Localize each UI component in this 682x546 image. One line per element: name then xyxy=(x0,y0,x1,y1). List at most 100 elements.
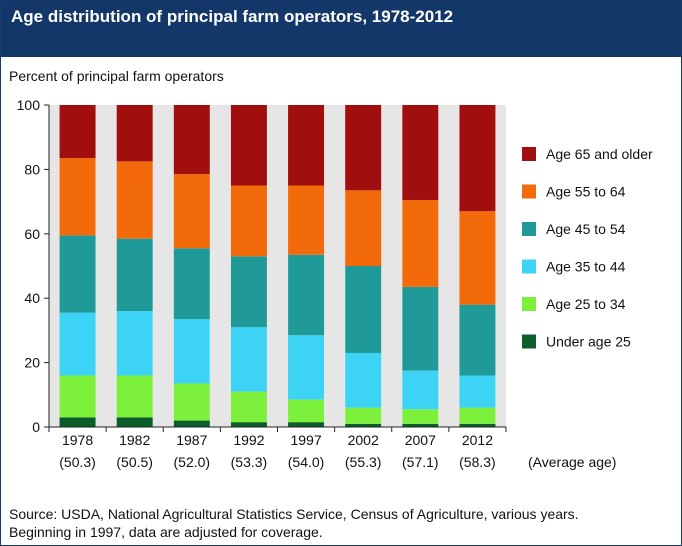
legend-label: Age 25 to 34 xyxy=(546,296,626,312)
bar-segment xyxy=(230,105,267,186)
bar-segment xyxy=(173,248,210,320)
bar-segment xyxy=(459,407,496,424)
legend-item: Age 35 to 44 xyxy=(522,259,626,275)
legend-item: Age 45 to 54 xyxy=(522,221,626,237)
legend-swatch xyxy=(522,297,536,311)
bar-segment xyxy=(459,105,496,212)
legend-label: Age 55 to 64 xyxy=(546,184,626,200)
legend-label: Age 45 to 54 xyxy=(546,221,626,237)
x-tick-label: 2002 xyxy=(348,432,379,448)
x-sublabel: (53.3) xyxy=(231,454,268,470)
bar-segment xyxy=(345,352,382,408)
bar-segment xyxy=(402,370,439,410)
bar-segment xyxy=(59,105,96,159)
bar-segment xyxy=(173,420,210,427)
average-age-note: (Average age) xyxy=(528,454,616,470)
bar-segment xyxy=(402,423,439,427)
y-tick-label: 0 xyxy=(32,419,40,435)
bar-segment xyxy=(459,375,496,408)
legend-swatch xyxy=(522,184,536,199)
bar-segment xyxy=(230,327,267,392)
bar-segment xyxy=(230,422,267,427)
bar-segment xyxy=(173,383,210,421)
bar-segment xyxy=(288,105,325,186)
x-tick-label: 1987 xyxy=(176,432,207,448)
bar-segment xyxy=(59,235,96,313)
bar-segment xyxy=(230,185,267,257)
x-sublabel: (54.0) xyxy=(288,454,325,470)
bar-segment xyxy=(402,105,439,200)
bar-segment xyxy=(288,254,325,336)
legend-label: Age 35 to 44 xyxy=(546,259,626,275)
bar-segment xyxy=(230,256,267,328)
bar-segment xyxy=(345,105,382,191)
bar-segment xyxy=(173,319,210,384)
legend-item: Under age 25 xyxy=(522,334,631,350)
legend-item: Age 65 and older xyxy=(522,146,653,162)
bar-segment xyxy=(288,185,325,255)
legend-item: Age 25 to 34 xyxy=(522,296,626,312)
x-axis: 1978 (50.3) 1982 (50.5) 1987 (52.0) 1992 (53.3)… xyxy=(48,426,616,470)
stacked-bar-chart: Percent of principal farm operators 0 20 4… xyxy=(9,68,653,470)
y-tick-label: 40 xyxy=(24,290,40,306)
x-sublabel: (52.0) xyxy=(174,454,211,470)
bar-segment xyxy=(116,238,153,312)
bar-segment xyxy=(459,211,496,305)
bar-segment xyxy=(402,286,439,371)
bar-segment xyxy=(288,335,325,400)
bar-segment xyxy=(173,105,210,175)
bar-segment xyxy=(402,409,439,424)
y-tick-label: 80 xyxy=(24,161,40,177)
y-tick-label: 20 xyxy=(24,355,40,371)
x-sublabel: (50.3) xyxy=(59,454,96,470)
x-tick-label: 1978 xyxy=(62,432,93,448)
legend-label: Under age 25 xyxy=(546,334,631,350)
bar-segment xyxy=(402,199,439,287)
bar-segment xyxy=(173,174,210,249)
x-tick-label: 2007 xyxy=(405,432,436,448)
y-axis-label: Percent of principal farm operators xyxy=(9,68,224,84)
bar-segment xyxy=(116,311,153,376)
y-axis: 0 20 40 60 80 100 xyxy=(17,97,50,435)
x-tick-label: 2012 xyxy=(462,432,493,448)
bar-segment xyxy=(230,391,267,423)
bar-segment xyxy=(116,375,153,418)
legend-swatch xyxy=(522,222,536,236)
bar-segment xyxy=(59,312,96,376)
bar-segment xyxy=(345,423,382,427)
bar-segment xyxy=(116,161,153,239)
x-sublabel: (57.1) xyxy=(402,454,439,470)
legend-swatch xyxy=(522,147,536,161)
x-tick-label: 1992 xyxy=(233,432,264,448)
bar-segment xyxy=(59,375,96,418)
source-footnote: Source: USDA, National Agricultural Stat… xyxy=(9,505,579,541)
x-sublabel: (50.5) xyxy=(116,454,153,470)
bar-segment xyxy=(116,417,153,427)
source-line-1: Source: USDA, National Agricultural Stat… xyxy=(9,506,579,522)
bar-segment xyxy=(59,417,96,427)
y-tick-label: 60 xyxy=(24,226,40,242)
bars xyxy=(59,105,496,427)
bar-segment xyxy=(459,304,496,376)
legend-swatch xyxy=(522,259,536,274)
title-bar: Age distribution of principal farm opera… xyxy=(1,1,681,57)
legend-item: Age 55 to 64 xyxy=(522,184,626,200)
x-sublabel: (58.3) xyxy=(459,454,496,470)
bar-segment xyxy=(116,105,153,162)
bar-segment xyxy=(345,190,382,266)
bar-segment xyxy=(345,266,382,353)
x-sublabel: (55.3) xyxy=(345,454,382,470)
x-tick-label: 1982 xyxy=(119,432,150,448)
legend: Age 65 and older Age 55 to 64 Age 45 to 54… xyxy=(522,146,653,350)
legend-label: Age 65 and older xyxy=(546,146,653,162)
bar-segment xyxy=(345,407,382,424)
bar-segment xyxy=(459,423,496,427)
x-tick-label: 1997 xyxy=(290,432,321,448)
legend-swatch xyxy=(522,334,536,349)
source-line-2: Beginning in 1997, data are adjusted for… xyxy=(9,524,323,540)
bar-segment xyxy=(288,399,325,423)
y-tick-label: 100 xyxy=(17,97,41,113)
bar-segment xyxy=(59,158,96,236)
bar-segment xyxy=(288,422,325,427)
